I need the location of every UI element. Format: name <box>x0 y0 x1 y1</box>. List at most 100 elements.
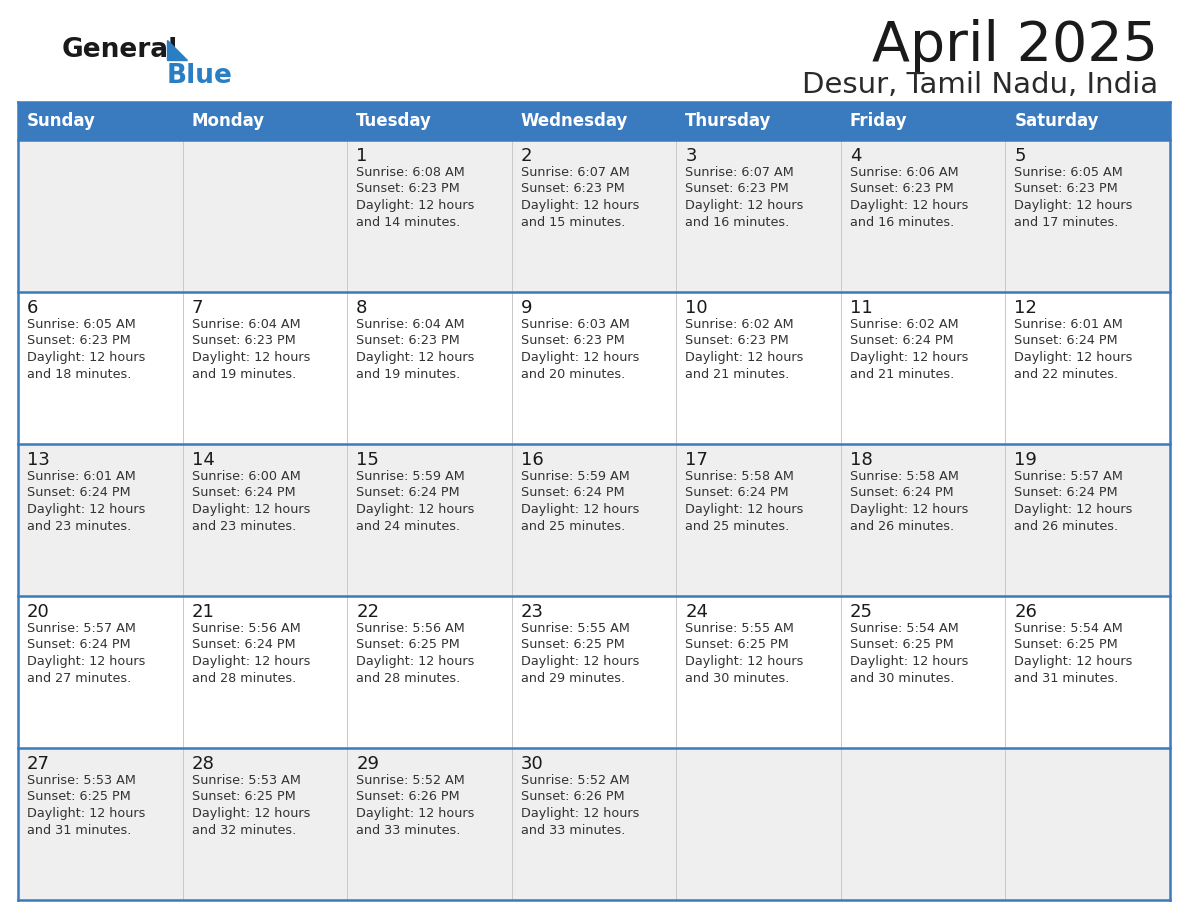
Text: Sunrise: 5:52 AM: Sunrise: 5:52 AM <box>356 774 465 787</box>
Text: Sunrise: 5:57 AM: Sunrise: 5:57 AM <box>27 622 135 635</box>
Text: Daylight: 12 hours: Daylight: 12 hours <box>520 351 639 364</box>
Text: 12: 12 <box>1015 299 1037 317</box>
Text: 4: 4 <box>849 147 861 165</box>
Text: Sunset: 6:24 PM: Sunset: 6:24 PM <box>1015 334 1118 348</box>
Text: Sunset: 6:23 PM: Sunset: 6:23 PM <box>520 183 625 196</box>
Text: Daylight: 12 hours: Daylight: 12 hours <box>520 655 639 668</box>
Text: and 28 minutes.: and 28 minutes. <box>191 671 296 685</box>
Text: and 21 minutes.: and 21 minutes. <box>685 367 790 380</box>
Text: Sunset: 6:24 PM: Sunset: 6:24 PM <box>191 487 295 499</box>
Text: and 15 minutes.: and 15 minutes. <box>520 216 625 229</box>
Text: 6: 6 <box>27 299 38 317</box>
Text: Sunrise: 5:54 AM: Sunrise: 5:54 AM <box>849 622 959 635</box>
Text: 14: 14 <box>191 451 215 469</box>
Text: Daylight: 12 hours: Daylight: 12 hours <box>27 503 145 516</box>
Text: Sunrise: 6:08 AM: Sunrise: 6:08 AM <box>356 166 465 179</box>
Text: Sunrise: 6:04 AM: Sunrise: 6:04 AM <box>191 318 301 331</box>
Text: 2: 2 <box>520 147 532 165</box>
Text: Sunset: 6:23 PM: Sunset: 6:23 PM <box>27 334 131 348</box>
Text: Daylight: 12 hours: Daylight: 12 hours <box>191 351 310 364</box>
Text: Sunrise: 6:05 AM: Sunrise: 6:05 AM <box>1015 166 1123 179</box>
Text: Sunrise: 6:01 AM: Sunrise: 6:01 AM <box>27 470 135 483</box>
Text: 28: 28 <box>191 755 215 773</box>
Text: Friday: Friday <box>849 112 908 130</box>
Text: Sunrise: 6:05 AM: Sunrise: 6:05 AM <box>27 318 135 331</box>
Text: Sunrise: 6:06 AM: Sunrise: 6:06 AM <box>849 166 959 179</box>
Polygon shape <box>168 40 187 60</box>
Text: Sunrise: 6:01 AM: Sunrise: 6:01 AM <box>1015 318 1123 331</box>
Text: and 23 minutes.: and 23 minutes. <box>191 520 296 532</box>
Text: 21: 21 <box>191 603 215 621</box>
Text: Daylight: 12 hours: Daylight: 12 hours <box>356 655 474 668</box>
Text: Daylight: 12 hours: Daylight: 12 hours <box>520 503 639 516</box>
Text: Sunset: 6:25 PM: Sunset: 6:25 PM <box>849 639 954 652</box>
Text: Daylight: 12 hours: Daylight: 12 hours <box>356 351 474 364</box>
Text: Sunrise: 5:59 AM: Sunrise: 5:59 AM <box>356 470 465 483</box>
Text: 20: 20 <box>27 603 50 621</box>
Text: Sunset: 6:26 PM: Sunset: 6:26 PM <box>520 790 625 803</box>
Bar <box>18 596 1170 748</box>
Text: Sunrise: 6:04 AM: Sunrise: 6:04 AM <box>356 318 465 331</box>
Text: Sunrise: 5:57 AM: Sunrise: 5:57 AM <box>1015 470 1124 483</box>
Text: Tuesday: Tuesday <box>356 112 432 130</box>
Text: Daylight: 12 hours: Daylight: 12 hours <box>1015 351 1133 364</box>
Text: and 32 minutes.: and 32 minutes. <box>191 823 296 836</box>
Text: Sunset: 6:24 PM: Sunset: 6:24 PM <box>849 487 954 499</box>
Text: and 33 minutes.: and 33 minutes. <box>520 823 625 836</box>
Text: 11: 11 <box>849 299 873 317</box>
Text: and 29 minutes.: and 29 minutes. <box>520 671 625 685</box>
Text: Daylight: 12 hours: Daylight: 12 hours <box>849 655 968 668</box>
Text: Daylight: 12 hours: Daylight: 12 hours <box>1015 199 1133 212</box>
Text: Desur, Tamil Nadu, India: Desur, Tamil Nadu, India <box>802 71 1158 99</box>
Text: Sunrise: 5:58 AM: Sunrise: 5:58 AM <box>849 470 959 483</box>
Text: 8: 8 <box>356 299 367 317</box>
Text: Sunrise: 5:56 AM: Sunrise: 5:56 AM <box>356 622 465 635</box>
Text: Daylight: 12 hours: Daylight: 12 hours <box>685 503 803 516</box>
Text: Daylight: 12 hours: Daylight: 12 hours <box>849 503 968 516</box>
Text: Sunrise: 6:00 AM: Sunrise: 6:00 AM <box>191 470 301 483</box>
Bar <box>18 292 1170 444</box>
Text: 1: 1 <box>356 147 367 165</box>
Bar <box>18 140 1170 292</box>
Text: Sunset: 6:23 PM: Sunset: 6:23 PM <box>685 334 789 348</box>
Text: Thursday: Thursday <box>685 112 772 130</box>
Text: Daylight: 12 hours: Daylight: 12 hours <box>191 655 310 668</box>
Text: and 31 minutes.: and 31 minutes. <box>1015 671 1119 685</box>
Text: and 30 minutes.: and 30 minutes. <box>685 671 790 685</box>
Text: and 22 minutes.: and 22 minutes. <box>1015 367 1119 380</box>
Text: Daylight: 12 hours: Daylight: 12 hours <box>27 655 145 668</box>
Text: and 27 minutes.: and 27 minutes. <box>27 671 131 685</box>
Text: Sunrise: 6:02 AM: Sunrise: 6:02 AM <box>849 318 959 331</box>
Text: and 24 minutes.: and 24 minutes. <box>356 520 460 532</box>
Text: 19: 19 <box>1015 451 1037 469</box>
Bar <box>18 444 1170 596</box>
Bar <box>18 748 1170 900</box>
Text: Wednesday: Wednesday <box>520 112 628 130</box>
Text: Sunset: 6:24 PM: Sunset: 6:24 PM <box>191 639 295 652</box>
Text: Blue: Blue <box>168 63 233 89</box>
Text: Daylight: 12 hours: Daylight: 12 hours <box>1015 655 1133 668</box>
Text: Sunset: 6:23 PM: Sunset: 6:23 PM <box>356 183 460 196</box>
Text: 3: 3 <box>685 147 697 165</box>
Text: Sunday: Sunday <box>27 112 96 130</box>
Text: Sunset: 6:23 PM: Sunset: 6:23 PM <box>520 334 625 348</box>
Text: Sunrise: 6:07 AM: Sunrise: 6:07 AM <box>685 166 794 179</box>
Text: Daylight: 12 hours: Daylight: 12 hours <box>685 351 803 364</box>
Text: 17: 17 <box>685 451 708 469</box>
Text: Sunrise: 6:02 AM: Sunrise: 6:02 AM <box>685 318 794 331</box>
Text: Sunset: 6:25 PM: Sunset: 6:25 PM <box>356 639 460 652</box>
Text: and 20 minutes.: and 20 minutes. <box>520 367 625 380</box>
Text: Sunrise: 6:03 AM: Sunrise: 6:03 AM <box>520 318 630 331</box>
Text: and 25 minutes.: and 25 minutes. <box>685 520 790 532</box>
Text: Sunset: 6:25 PM: Sunset: 6:25 PM <box>27 790 131 803</box>
Text: Daylight: 12 hours: Daylight: 12 hours <box>27 807 145 820</box>
Text: Daylight: 12 hours: Daylight: 12 hours <box>520 199 639 212</box>
Text: and 30 minutes.: and 30 minutes. <box>849 671 954 685</box>
Text: 26: 26 <box>1015 603 1037 621</box>
Text: 18: 18 <box>849 451 873 469</box>
Text: Daylight: 12 hours: Daylight: 12 hours <box>520 807 639 820</box>
Text: and 19 minutes.: and 19 minutes. <box>356 367 461 380</box>
Text: Sunrise: 5:55 AM: Sunrise: 5:55 AM <box>520 622 630 635</box>
Text: 15: 15 <box>356 451 379 469</box>
Text: Daylight: 12 hours: Daylight: 12 hours <box>356 503 474 516</box>
